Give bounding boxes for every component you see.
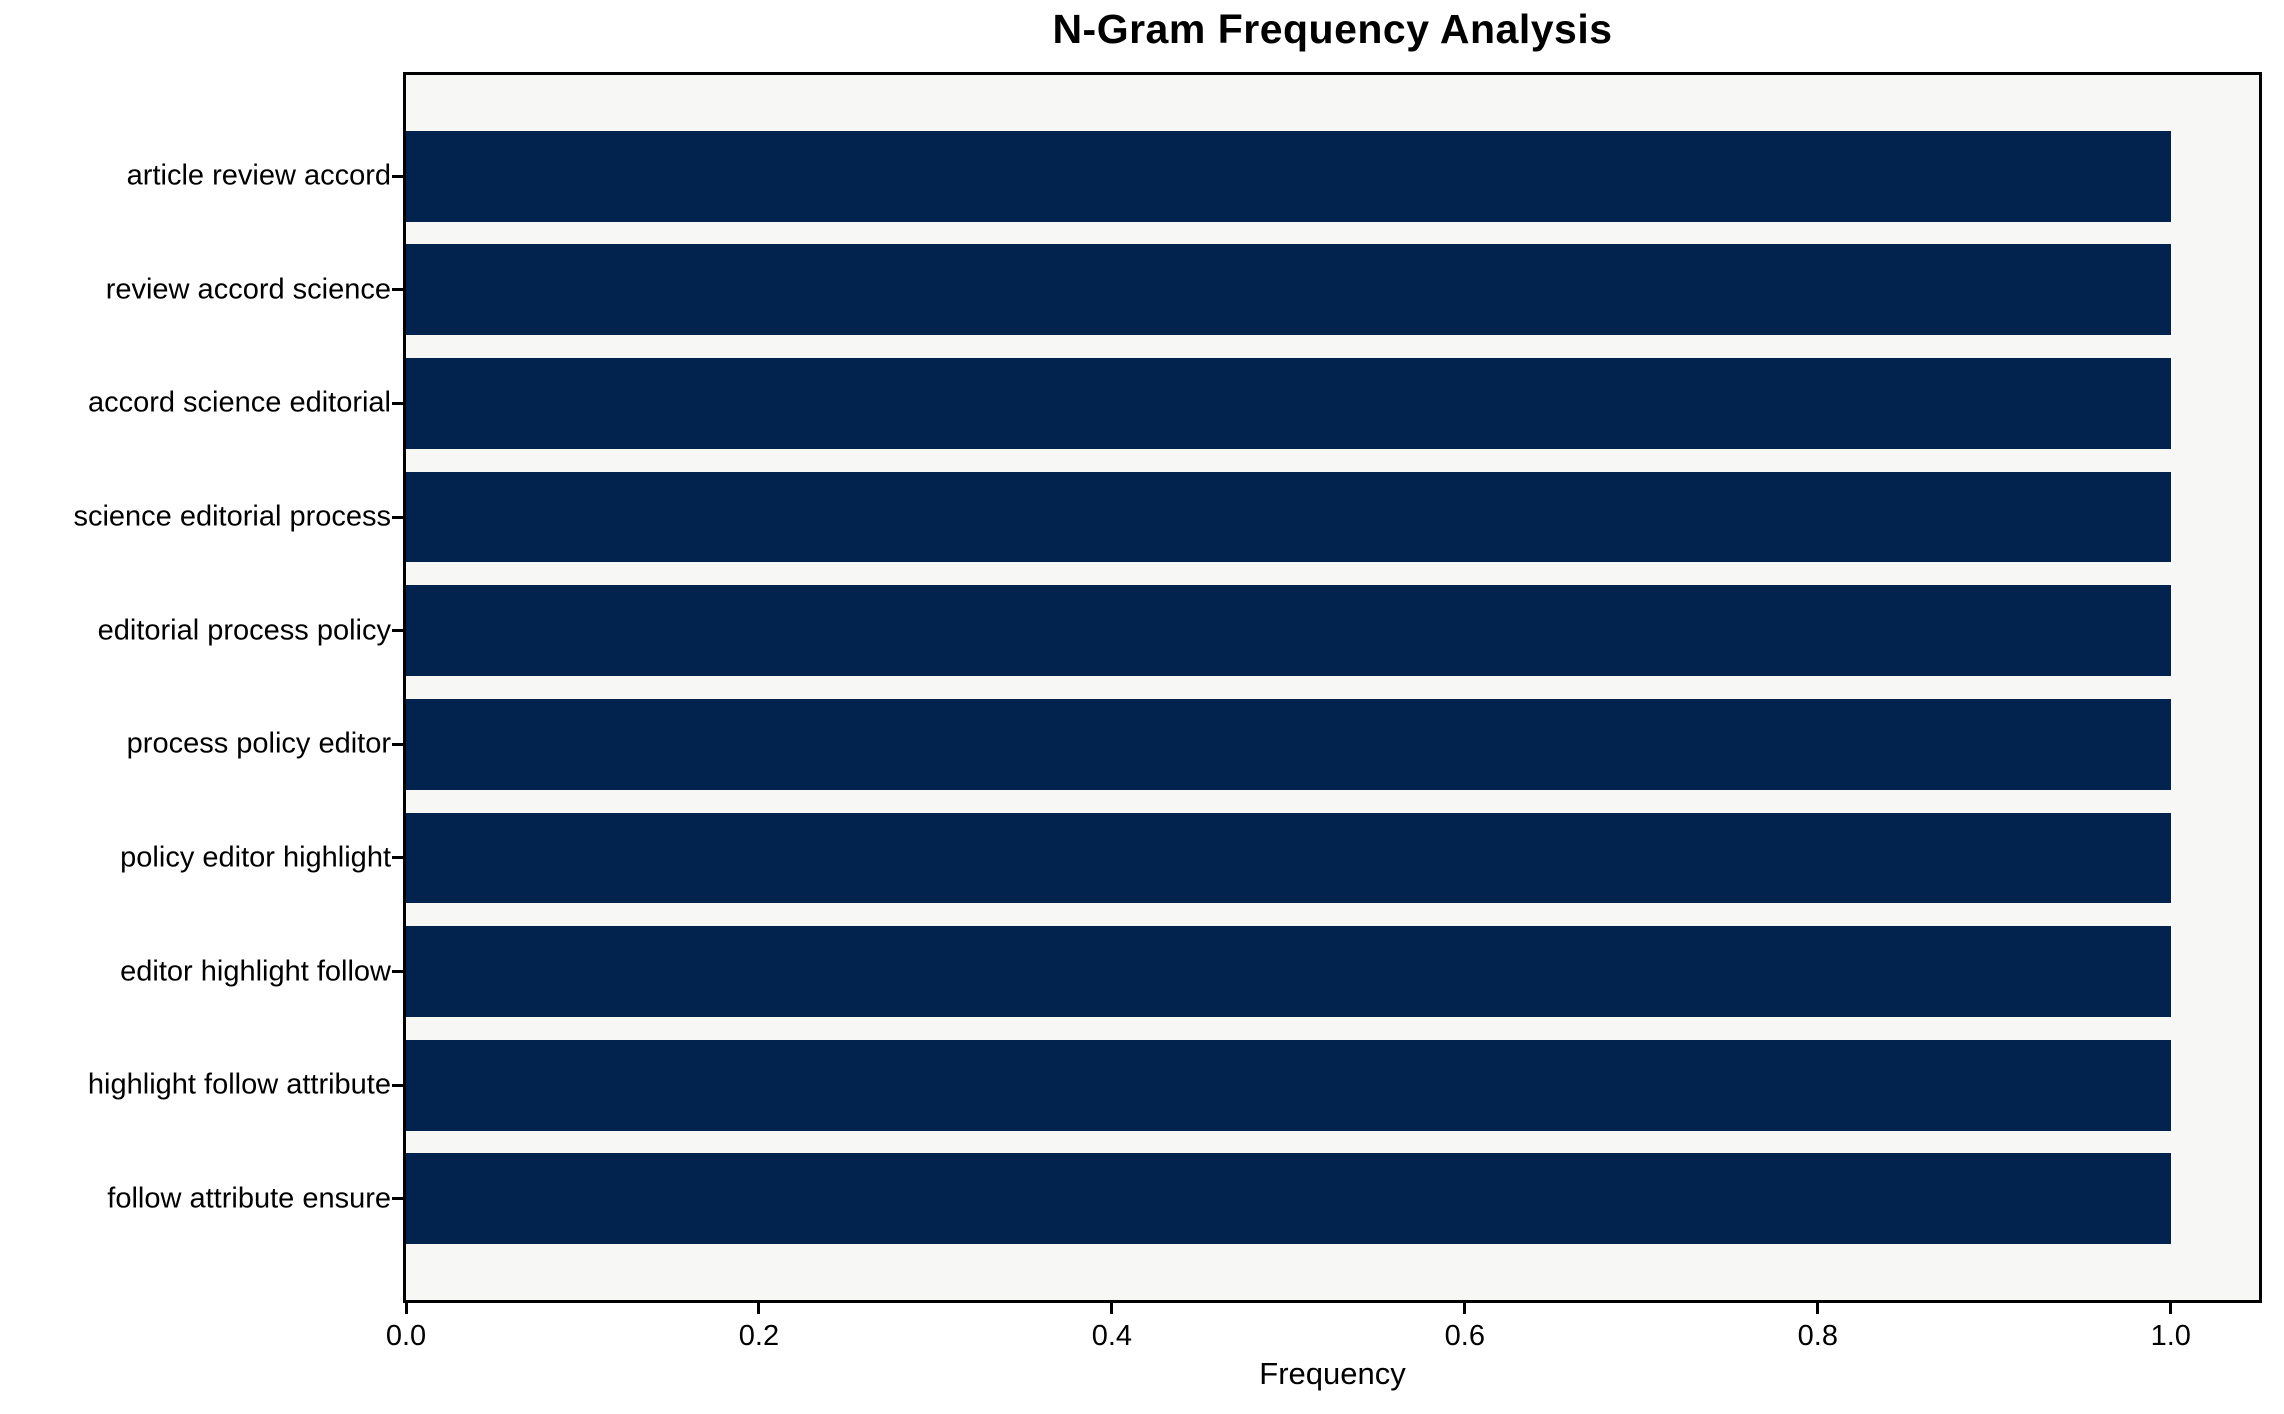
- y-tick-mark: [392, 1197, 403, 1201]
- bar: [406, 698, 2171, 790]
- y-tick-mark: [392, 401, 403, 405]
- bar: [406, 1039, 2171, 1131]
- x-tick-mark: [1110, 1303, 1114, 1314]
- x-tick-label: 1.0: [2150, 1320, 2191, 1352]
- bar: [406, 812, 2171, 904]
- y-axis-label: highlight follow attribute: [87, 1068, 391, 1101]
- y-tick-mark: [392, 970, 403, 974]
- y-tick-mark: [392, 1083, 403, 1087]
- y-axis-label: process policy editor: [126, 727, 391, 760]
- y-tick-mark: [392, 288, 403, 292]
- y-axis-label: accord science editorial: [87, 386, 391, 419]
- y-tick-mark: [392, 515, 403, 519]
- y-tick-mark: [392, 174, 403, 178]
- y-axis-label: follow attribute ensure: [107, 1182, 391, 1215]
- x-tick-mark: [757, 1303, 761, 1314]
- chart-title: N-Gram Frequency Analysis: [1052, 6, 1613, 52]
- bar: [406, 1153, 2171, 1245]
- y-axis-label: editor highlight follow: [120, 955, 391, 988]
- y-tick-mark: [392, 856, 403, 860]
- x-tick-mark: [1816, 1303, 1820, 1314]
- x-tick-label: 0.2: [738, 1320, 780, 1352]
- x-axis-label: Frequency: [1259, 1356, 1406, 1391]
- x-tick-mark: [404, 1303, 408, 1314]
- x-tick-mark: [1463, 1303, 1467, 1314]
- bar: [406, 471, 2171, 563]
- y-tick-mark: [392, 629, 403, 633]
- bar: [406, 585, 2171, 677]
- bar: [406, 357, 2171, 449]
- y-tick-mark: [392, 742, 403, 746]
- plot-area: [403, 72, 2262, 1303]
- x-tick-label: 0.0: [385, 1320, 427, 1352]
- bar: [406, 130, 2171, 222]
- y-axis-label: article review accord: [126, 159, 391, 192]
- x-tick-label: 0.4: [1091, 1320, 1133, 1352]
- y-axis-label: review accord science: [105, 273, 391, 306]
- bar: [406, 244, 2171, 336]
- x-tick-label: 0.8: [1797, 1320, 1838, 1352]
- y-axis-label: science editorial process: [73, 500, 391, 533]
- x-tick-mark: [2169, 1303, 2173, 1314]
- x-tick-label: 0.6: [1444, 1320, 1486, 1352]
- bar: [406, 926, 2171, 1018]
- y-axis-label: editorial process policy: [97, 614, 391, 647]
- y-axis-label: policy editor highlight: [120, 841, 391, 874]
